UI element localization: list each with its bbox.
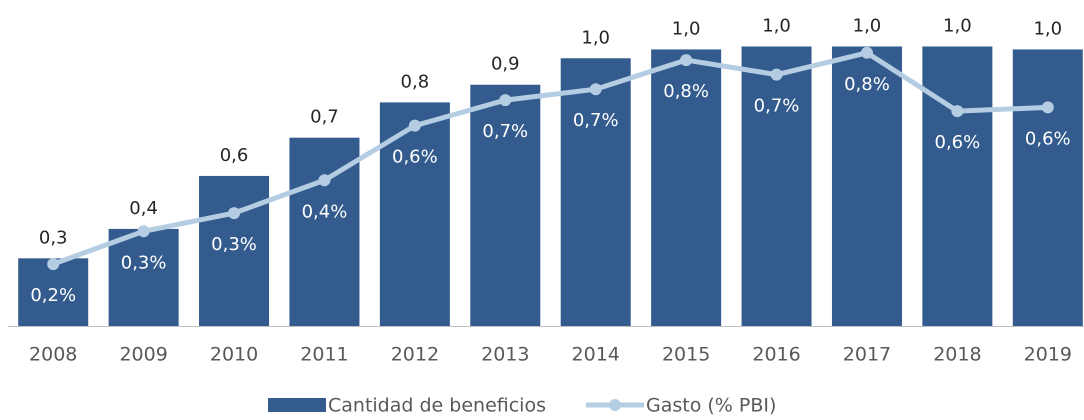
bar-value-label: 0,6: [220, 145, 249, 166]
bar: [560, 58, 631, 326]
x-tick-label: 2018: [933, 344, 981, 366]
legend-label: Gasto (% PBI): [646, 395, 776, 417]
bar-value-label: 1,0: [672, 18, 701, 39]
line-point: [318, 174, 331, 187]
x-tick-label: 2015: [662, 344, 710, 366]
x-tick-label: 2009: [119, 344, 167, 366]
line-value-label: 0,7%: [573, 110, 619, 131]
bar-value-label: 0,4: [129, 198, 158, 219]
x-tick-label: 2013: [481, 344, 529, 366]
line-point: [770, 68, 783, 81]
legend-swatch: [608, 399, 621, 411]
line-value-label: 0,6%: [1025, 128, 1071, 149]
x-tick-label: 2017: [843, 344, 891, 366]
bar-value-label: 0,3: [39, 227, 68, 248]
bar-value-label: 1,0: [853, 15, 882, 36]
bar-value-label: 1,0: [762, 15, 791, 36]
bar: [741, 46, 812, 326]
bar: [1012, 49, 1083, 327]
line-value-label: 0,8%: [663, 81, 709, 102]
line-value-label: 0,3%: [121, 252, 167, 273]
bar-value-label: 1,0: [1033, 18, 1062, 39]
line-point: [47, 258, 60, 271]
x-tick-label: 2012: [391, 344, 439, 366]
bar-value-label: 1,0: [943, 15, 972, 36]
line-point: [680, 54, 693, 67]
line-point: [228, 207, 241, 220]
line-point: [408, 119, 421, 132]
line-point: [499, 94, 512, 107]
line-point: [137, 225, 150, 238]
line-value-label: 0,6%: [392, 147, 438, 168]
line-value-label: 0,7%: [482, 121, 528, 142]
bar: [470, 84, 541, 326]
line-point: [589, 83, 602, 96]
line-point: [951, 105, 964, 118]
x-tick-label: 2011: [300, 344, 348, 366]
x-tick-label: 2008: [29, 344, 77, 366]
legend-label: Cantidad de beneficios: [328, 395, 546, 417]
x-tick-label: 2014: [572, 344, 620, 366]
bar: [831, 46, 902, 326]
line: [52, 50, 1048, 267]
bar: [199, 175, 270, 326]
line-value-label: 0,3%: [211, 234, 257, 255]
bar: [922, 46, 993, 326]
x-tick-label: 2019: [1024, 344, 1072, 366]
line-value-label: 0,7%: [754, 96, 800, 117]
line-value-label: 0,6%: [935, 132, 981, 153]
line-point: [1041, 101, 1054, 114]
bar-value-label: 0,7: [310, 107, 339, 128]
line-value-label: 0,2%: [30, 285, 76, 306]
bar-value-label: 1,0: [581, 27, 610, 48]
x-tick-label: 2016: [752, 344, 800, 366]
bar-value-label: 0,8: [401, 71, 430, 92]
bar: [108, 228, 179, 326]
x-tick-label: 2010: [210, 344, 258, 366]
bar: [651, 49, 722, 327]
bar-value-label: 0,9: [491, 54, 520, 75]
legend-swatch: [268, 398, 326, 412]
line-value-label: 0,8%: [844, 74, 890, 95]
bar: [379, 102, 450, 326]
line-value-label: 0,4%: [302, 201, 348, 222]
line-point: [860, 46, 873, 59]
